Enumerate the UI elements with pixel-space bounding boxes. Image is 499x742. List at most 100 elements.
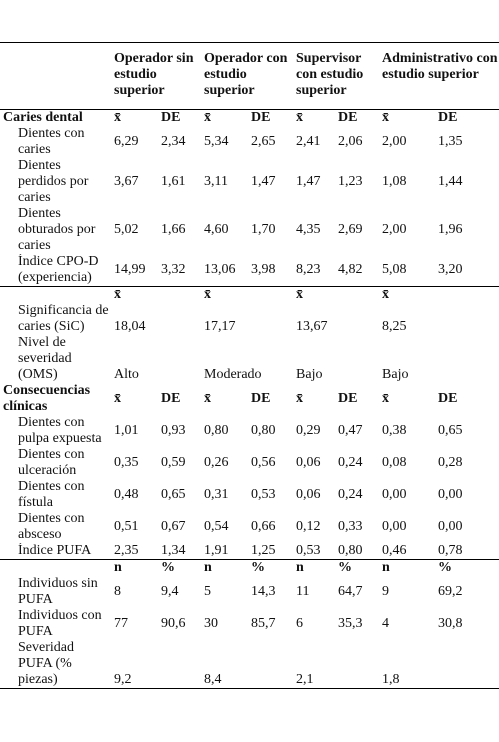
cell-value: 2,06 <box>338 134 363 149</box>
cell-value: 6,29 <box>114 134 139 149</box>
cell-value: 0,51 <box>114 519 139 534</box>
cell-value: 1,70 <box>251 222 276 237</box>
section-title: Consecuencias clínicas <box>3 383 91 414</box>
cell-value: Bajo <box>382 367 409 382</box>
data-row: Dientes con caries 6,29 2,34 5,34 2,65 2,41 2,… <box>0 126 499 158</box>
stat-header: % <box>161 560 175 575</box>
data-row: Dientes con fístula 0,48 0,65 0,31 0,53 0,06 0… <box>0 479 499 511</box>
row-label: Dientes con fístula <box>18 479 85 510</box>
cell-value: 1,35 <box>438 134 463 149</box>
cell-value: 77 <box>114 616 128 631</box>
column-header: Administrativo con estudio superior <box>382 51 498 82</box>
stat-header: DE <box>251 110 271 125</box>
cell-value: 3,11 <box>204 174 228 189</box>
cell-value: 0,29 <box>296 423 321 438</box>
table-body: Caries dental x̄ DE x̄ DE x̄ DE x̄ DE Dientes con… <box>0 110 499 689</box>
row-label: Individuos sin PUFA <box>18 576 98 607</box>
cell-value: Alto <box>114 367 139 382</box>
header-row: Operador sin estudio superior Operador co… <box>0 42 499 110</box>
cell-value: 0,53 <box>296 543 321 558</box>
cell-value: 9 <box>382 584 390 599</box>
cell-value: 0,56 <box>251 455 276 470</box>
stat-header: x̄ <box>114 391 121 406</box>
stat-header: x̄ <box>204 110 211 125</box>
cell-value: 0,59 <box>161 455 186 470</box>
cell-value: 0,26 <box>204 455 229 470</box>
stat-header: x̄ <box>114 110 121 125</box>
cell-value: 0,80 <box>251 423 276 438</box>
stat-header: DE <box>338 391 358 406</box>
cell-value: 8 <box>114 584 121 599</box>
cell-value: 1,25 <box>251 543 276 558</box>
cell-value: 13,06 <box>204 262 236 277</box>
cell-value: 11 <box>296 584 310 599</box>
row-label: Severidad PUFA (% piezas) <box>18 640 74 687</box>
stat-header: x̄ <box>114 287 121 302</box>
cell-value: 0,65 <box>438 423 463 438</box>
results-table: Operador sin estudio superior Operador co… <box>0 42 499 689</box>
cell-value: 0,65 <box>161 487 186 502</box>
cell-value: 1,61 <box>161 174 186 189</box>
stat-header: DE <box>438 110 458 125</box>
subheader-row: Consecuencias clínicas x̄ DE x̄ DE x̄ DE x̄ DE <box>0 383 499 415</box>
cell-value: 0,54 <box>204 519 229 534</box>
cell-value: 3,98 <box>251 262 276 277</box>
cell-value: 8,25 <box>382 319 407 334</box>
cell-value: 0,12 <box>296 519 321 534</box>
cell-value: 0,33 <box>338 519 363 534</box>
cell-value: 3,20 <box>438 262 463 277</box>
data-row: Dientes obturados por caries 5,02 1,66 4,60… <box>0 206 499 254</box>
cell-value: 0,00 <box>382 519 407 534</box>
cell-value: 5,34 <box>204 134 229 149</box>
data-row: Severidad PUFA (% piezas) 9,2 8,4 2,1 1,8 <box>0 640 499 689</box>
stat-header: n <box>204 560 212 575</box>
cell-value: 2,1 <box>296 672 314 687</box>
cell-value: 0,80 <box>338 543 363 558</box>
stat-header: x̄ <box>204 287 211 302</box>
data-row: Índice PUFA 2,35 1,34 1,91 1,25 0,53 0,80 0,46 0… <box>0 543 499 560</box>
cell-value: 0,00 <box>438 487 463 502</box>
data-row: Índice CPO-D (experiencia) 14,99 3,32 13,06… <box>0 254 499 287</box>
stat-header: x̄ <box>382 391 390 406</box>
cell-value: 3,32 <box>161 262 186 277</box>
table-header: Operador sin estudio superior Operador co… <box>0 42 499 110</box>
cell-value: 1,44 <box>438 174 463 189</box>
row-label: Dientes con ulceración <box>18 447 85 478</box>
blank-cell <box>0 560 110 577</box>
cell-value: 0,08 <box>382 455 407 470</box>
stat-header: x̄ <box>382 110 390 125</box>
cell-value: 1,34 <box>161 543 186 558</box>
cell-value: 0,06 <box>296 487 321 502</box>
subheader-row: n% n% n% n% <box>0 560 499 577</box>
stat-header: DE <box>161 391 181 406</box>
row-label: Índice PUFA <box>18 543 92 558</box>
cell-value: 1,66 <box>161 222 186 237</box>
cell-value: 0,31 <box>204 487 229 502</box>
stat-header: DE <box>438 391 458 406</box>
blank-cell <box>0 287 110 304</box>
cell-value: 1,8 <box>382 672 400 687</box>
row-label: Significancia de caries (SiC) <box>18 303 109 334</box>
cell-value: 3,67 <box>114 174 139 189</box>
cell-value: 0,46 <box>382 543 407 558</box>
cell-value: 0,00 <box>382 487 407 502</box>
column-header: Operador con estudio superior <box>204 51 288 98</box>
cell-value: 35,3 <box>338 616 363 631</box>
row-label: Individuos con PUFA <box>18 608 102 639</box>
stat-header: % <box>338 560 353 575</box>
cell-value: 0,28 <box>438 455 463 470</box>
cell-value: 4,60 <box>204 222 229 237</box>
cell-value: 90,6 <box>161 616 186 631</box>
section-title: Caries dental <box>3 110 83 125</box>
row-label: Índice CPO-D (experiencia) <box>18 254 99 285</box>
cell-value: 0,53 <box>251 487 276 502</box>
cell-value: 0,24 <box>338 455 363 470</box>
cell-value: Bajo <box>296 367 323 382</box>
stat-header: x̄ <box>382 287 390 302</box>
cell-value: 1,08 <box>382 174 407 189</box>
cell-value: 30,8 <box>438 616 463 631</box>
cell-value: 14,99 <box>114 262 146 277</box>
cell-value: 8,4 <box>204 672 222 687</box>
data-row: Nivel de severidad (OMS) Alto Moderado Bajo… <box>0 335 499 383</box>
